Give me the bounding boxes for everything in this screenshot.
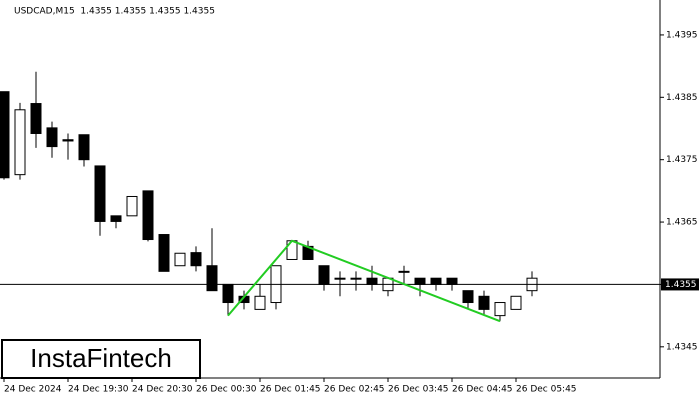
logo-box — [1, 339, 201, 379]
candle-body — [366, 277, 378, 285]
candle-body — [142, 190, 154, 241]
candle-body — [334, 277, 346, 280]
chart-title: USDCAD,M15 1.4355 1.4355 1.4355 1.4355 — [14, 7, 215, 17]
x-tick-label: 26 Dec 00:30 — [196, 385, 257, 395]
candle-body — [0, 91, 10, 179]
candle-body — [318, 265, 330, 285]
candle-body — [254, 295, 266, 310]
candle-body — [30, 103, 42, 134]
last-price-box — [661, 278, 699, 291]
candle-body — [14, 109, 26, 176]
x-tick-label: 26 Dec 05:45 — [516, 385, 577, 395]
pattern-line — [227, 239, 501, 323]
x-tick-label: 24 Dec 2024 — [4, 385, 62, 395]
y-tick-label: 1.4365 — [666, 218, 698, 228]
logo-text: InstaFintech — [30, 343, 172, 373]
candle-body — [206, 265, 218, 292]
candle-body — [494, 302, 506, 317]
candle-body — [430, 277, 442, 285]
x-tick-label: 24 Dec 20:30 — [132, 385, 193, 395]
candle-body — [478, 295, 490, 310]
candle-body — [158, 234, 170, 272]
y-tick-label: 1.4385 — [666, 93, 698, 103]
candle-body — [190, 252, 202, 267]
x-tick-label: 26 Dec 04:45 — [452, 385, 513, 395]
candle-body — [126, 195, 138, 217]
candle-body — [62, 139, 74, 142]
candle-body — [110, 215, 122, 222]
candle-body — [174, 252, 186, 267]
y-tick-label: 1.4395 — [666, 30, 698, 40]
x-tick-label: 26 Dec 01:45 — [260, 385, 321, 395]
candle-body — [350, 277, 362, 280]
candle-body — [462, 290, 474, 304]
x-tick-label: 26 Dec 03:45 — [388, 385, 449, 395]
candle-body — [398, 270, 410, 273]
y-tick-label: 1.4345 — [666, 342, 698, 352]
y-tick-label: 1.4375 — [666, 155, 698, 165]
candle-body — [94, 165, 106, 222]
logo: InstaFintech — [1, 339, 201, 379]
last-price-label: 1.4355 — [665, 280, 697, 290]
candle-body — [78, 134, 90, 161]
candle-body — [222, 283, 234, 304]
candle-body — [46, 127, 58, 148]
x-tick-label: 24 Dec 19:30 — [68, 385, 129, 395]
x-tick-label: 26 Dec 02:45 — [324, 385, 385, 395]
candle-body — [510, 295, 522, 310]
candle-body — [446, 277, 458, 285]
candle-body — [414, 277, 426, 285]
